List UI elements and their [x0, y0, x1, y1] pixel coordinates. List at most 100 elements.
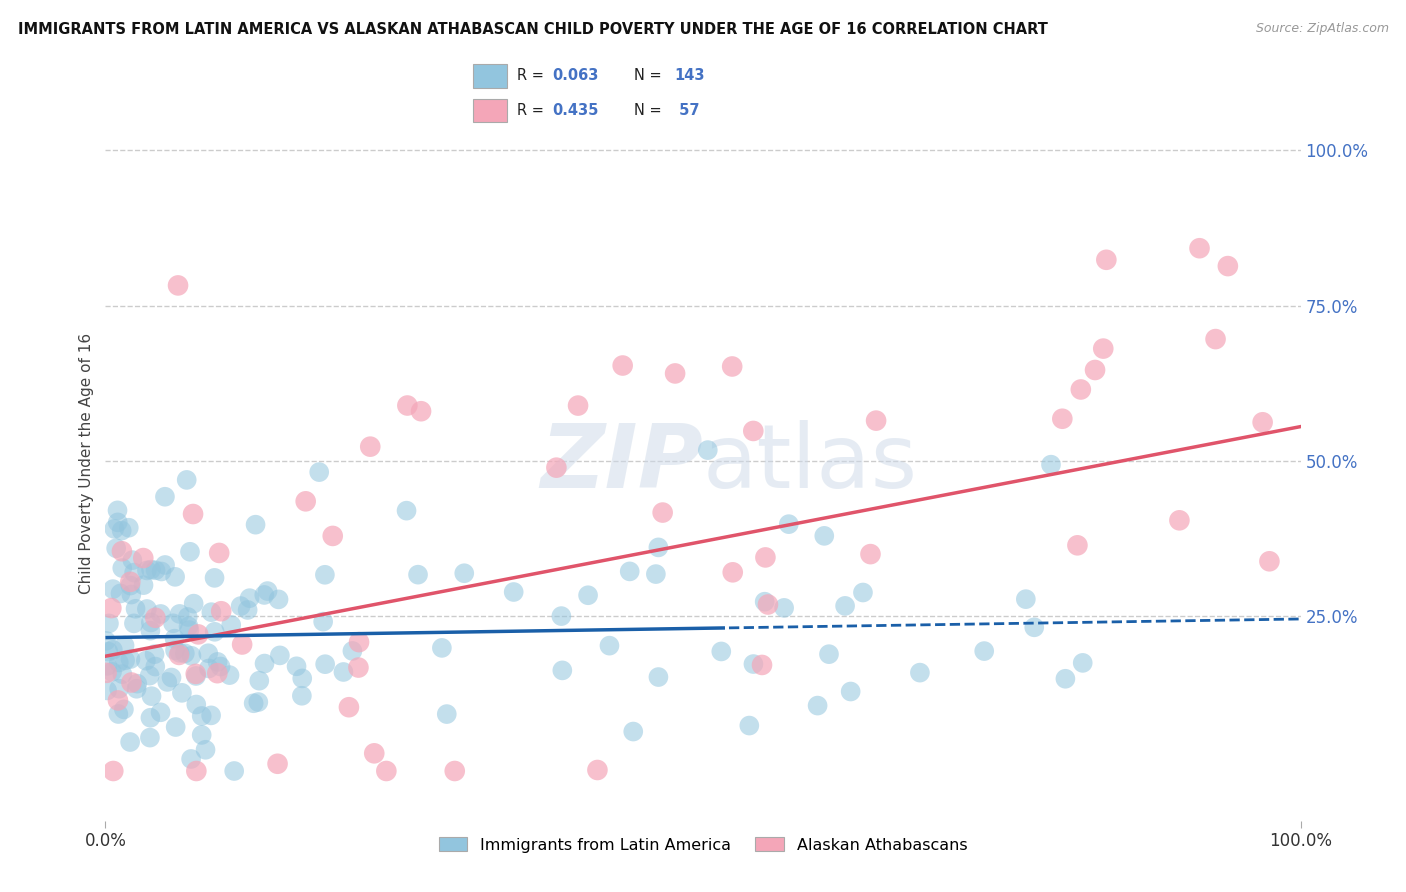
Point [121, 553, 143, 567]
Point [190, 728, 212, 742]
Point [430, 640, 453, 655]
Point [229, 599, 252, 613]
Point [651, 506, 673, 520]
Point [108, 656, 131, 670]
Point [94, 633, 117, 648]
Point [165, 643, 187, 657]
Point [742, 424, 765, 438]
Point [567, 399, 589, 413]
Point [813, 529, 835, 543]
Point [149, 706, 172, 720]
Legend: Immigrants from Latin America, Alaskan Athabascans: Immigrants from Latin America, Alaskan A… [432, 830, 974, 859]
Point [101, 665, 124, 679]
Point [219, 618, 242, 632]
Point [1070, 383, 1092, 397]
Point [105, 541, 128, 556]
Point [200, 605, 222, 619]
Point [120, 578, 142, 592]
Point [347, 635, 370, 649]
Point [247, 695, 270, 709]
Point [359, 440, 381, 454]
Text: 57: 57 [675, 103, 700, 118]
Point [754, 550, 776, 565]
Point [181, 507, 204, 521]
Point [143, 659, 166, 673]
Point [721, 566, 744, 580]
Point [247, 673, 270, 688]
Point [132, 578, 155, 592]
Point [291, 672, 314, 686]
Point [742, 657, 765, 671]
Point [236, 603, 259, 617]
Point [1015, 592, 1038, 607]
Point [101, 582, 124, 596]
Point [314, 567, 336, 582]
Point [696, 443, 718, 458]
Point [111, 524, 134, 538]
Point [107, 503, 129, 517]
Point [111, 561, 134, 575]
Point [184, 666, 207, 681]
Point [135, 602, 157, 616]
Point [138, 668, 160, 682]
Point [612, 359, 634, 373]
Point [184, 669, 207, 683]
Point [160, 671, 183, 685]
Point [150, 565, 173, 579]
Point [1052, 411, 1074, 425]
Point [177, 619, 200, 633]
Point [194, 743, 217, 757]
Point [322, 529, 344, 543]
Point [721, 359, 744, 374]
Point [395, 503, 418, 517]
Point [139, 711, 162, 725]
Point [114, 639, 136, 653]
Point [256, 584, 278, 599]
Point [1084, 363, 1107, 377]
Point [409, 404, 432, 418]
Point [167, 648, 190, 662]
Point [176, 473, 198, 487]
Point [120, 588, 142, 602]
Point [169, 646, 191, 660]
Point [111, 544, 134, 558]
Point [124, 601, 146, 615]
Point [101, 643, 124, 657]
Point [163, 632, 186, 646]
Point [209, 604, 232, 618]
Point [436, 707, 458, 722]
Point [1258, 554, 1281, 568]
Point [120, 574, 142, 589]
Point [1054, 672, 1077, 686]
Text: IMMIGRANTS FROM LATIN AMERICA VS ALASKAN ATHABASCAN CHILD POVERTY UNDER THE AGE : IMMIGRANTS FROM LATIN AMERICA VS ALASKAN… [18, 22, 1047, 37]
Point [127, 676, 149, 690]
Point [97, 645, 120, 659]
Point [100, 601, 122, 615]
Point [1205, 332, 1227, 346]
Point [973, 644, 995, 658]
Point [242, 696, 264, 710]
Point [363, 747, 385, 761]
Point [139, 563, 162, 577]
Point [200, 708, 222, 723]
Point [253, 657, 276, 671]
Point [285, 659, 308, 673]
Point [153, 558, 176, 572]
Text: N =: N = [634, 69, 666, 84]
Point [135, 654, 157, 668]
Text: R =: R = [516, 69, 548, 84]
Point [169, 607, 191, 621]
Point [1066, 538, 1088, 552]
Point [208, 546, 231, 560]
Point [453, 566, 475, 581]
Point [269, 648, 291, 663]
Point [198, 661, 221, 675]
Point [710, 644, 733, 658]
Point [1071, 656, 1094, 670]
Point [183, 597, 205, 611]
Point [204, 571, 226, 585]
Point [103, 764, 125, 778]
Point [312, 615, 335, 629]
Point [170, 686, 193, 700]
Point [173, 646, 195, 660]
